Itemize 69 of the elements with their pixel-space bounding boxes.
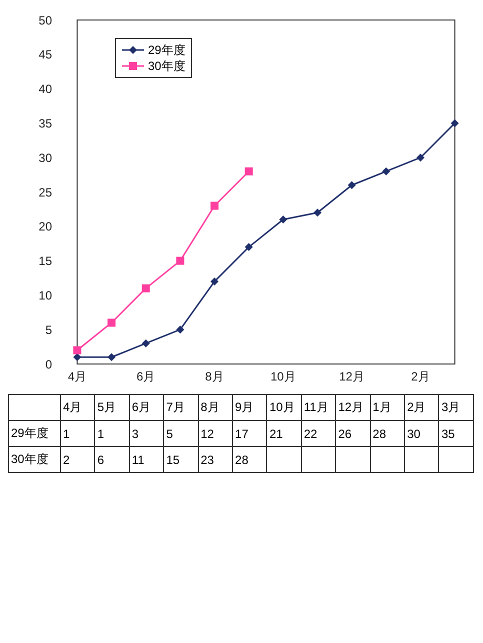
x-tick-label: 11月 [301, 394, 336, 420]
x-tick-label: 2月 [404, 394, 439, 420]
x-tick-label: 3月 [438, 394, 474, 420]
data-label: 28 [370, 420, 405, 446]
y-tick-label: 40 [38, 82, 52, 96]
category-label: 8月 [205, 370, 224, 384]
data-label: 17 [232, 420, 267, 446]
point [382, 167, 390, 176]
y-tick-label: 25 [38, 185, 52, 200]
data-label: 3 [129, 420, 164, 446]
category-label: 4月 [68, 370, 87, 384]
data-label: 30 [404, 420, 439, 446]
data-label: 6 [94, 446, 130, 472]
x-tick-label: 9月 [232, 394, 267, 420]
point [176, 256, 184, 265]
data-label: 28 [232, 446, 267, 472]
data-label: 1 [60, 420, 95, 446]
x-tick-label: 1月 [370, 394, 405, 420]
y-tick-label: 0 [45, 357, 52, 372]
y-tick-label: 50 [38, 13, 52, 28]
x-tick-label: 12月 [336, 394, 370, 420]
category-label: 10月 [270, 370, 296, 384]
point [108, 318, 116, 327]
data-label: 26 [336, 420, 370, 446]
point [348, 181, 356, 190]
data-label: 11 [129, 446, 164, 472]
point [244, 167, 253, 176]
point [73, 346, 82, 354]
data-label: 2 [60, 446, 95, 472]
point [244, 243, 253, 252]
y-tick-label: 35 [38, 116, 52, 130]
point [108, 353, 116, 362]
x-tick-label: 5月 [94, 394, 130, 420]
point [210, 277, 219, 286]
y-tick-label: 5 [45, 322, 52, 337]
y-tick-label: 20 [38, 220, 52, 234]
category-label: 6月 [136, 370, 156, 384]
point [210, 202, 219, 210]
y-tick-label: 10 [38, 288, 52, 302]
data-label: 5 [164, 420, 198, 446]
point [142, 284, 150, 292]
data-label: 22 [301, 420, 336, 446]
y-tick-label: 30 [38, 150, 52, 165]
y-tick-label: 45 [38, 48, 52, 62]
y-tick-label: 15 [38, 254, 52, 268]
x-tick-label: 10月 [266, 394, 302, 420]
category-label: 12月 [339, 370, 364, 384]
point [416, 154, 424, 162]
category-label: 2月 [411, 370, 430, 384]
point [142, 339, 150, 348]
x-tick-label: 8月 [198, 394, 233, 420]
data-label: 15 [164, 446, 198, 472]
x-tick-label: 6月 [129, 394, 164, 420]
point [450, 119, 459, 128]
point [176, 326, 184, 334]
data-label: 23 [198, 446, 233, 472]
point [73, 353, 82, 362]
legend-label: 29年度 [148, 42, 186, 58]
text: 30年度 [11, 452, 48, 466]
x-tick-label: 7月 [164, 394, 198, 420]
point [313, 208, 322, 217]
text: 29年度 [11, 426, 48, 440]
point [279, 216, 288, 224]
x-tick-label: 4月 [60, 394, 95, 420]
data-label: 1 [94, 420, 130, 446]
data-label: 21 [266, 420, 302, 446]
data-label: 35 [438, 420, 474, 446]
legend-label: 30年度 [148, 58, 186, 74]
data-label: 12 [198, 420, 233, 446]
